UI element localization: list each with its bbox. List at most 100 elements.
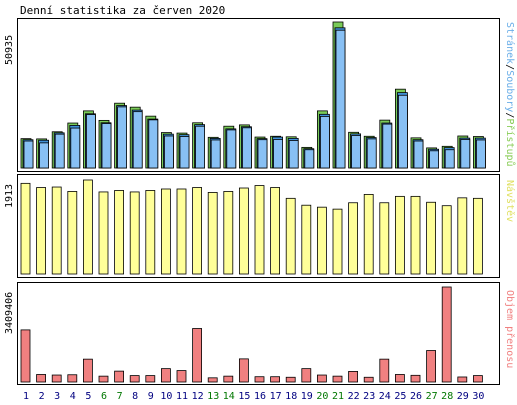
traffic-bar: [394, 374, 405, 383]
pages-bar: [54, 133, 65, 169]
pages-bar: [210, 139, 221, 169]
pages-bar: [335, 29, 346, 169]
chart-title: Denní statistika za červen 2020: [20, 4, 226, 17]
traffic-panel: [17, 282, 500, 385]
visits-bar: [114, 190, 124, 275]
pages-bar: [241, 127, 252, 169]
pages-bar: [444, 149, 455, 169]
visits-bar: [457, 197, 468, 275]
pages-bar: [319, 116, 330, 169]
visits-bar: [20, 182, 31, 275]
visits-bar: [379, 202, 390, 275]
visits-bar: [254, 185, 265, 275]
visits-bar: [238, 187, 249, 275]
visits-bar: [83, 179, 93, 275]
pages-bar: [195, 125, 206, 169]
x-tick-label: 13: [207, 391, 219, 402]
legend-traffic: Objem přenosu: [504, 290, 515, 369]
traffic-bar: [472, 375, 483, 383]
pages-bar: [23, 140, 34, 169]
pages-bar: [475, 139, 486, 169]
x-tick-label: 15: [238, 391, 250, 402]
pages-bar: [70, 127, 81, 169]
traffic-bar: [285, 376, 296, 383]
x-tick-label: 30: [472, 391, 484, 402]
traffic-bar: [114, 370, 124, 383]
visits-bar: [441, 205, 452, 275]
x-tick-label: 11: [176, 391, 188, 402]
pages-bar: [288, 140, 299, 169]
visits-bar: [426, 201, 437, 275]
pages-bar: [101, 123, 112, 169]
legend-visits: Návštěv: [504, 180, 515, 223]
x-tick-label: 23: [363, 391, 375, 402]
legend-hits: Přístupů: [504, 118, 515, 167]
x-tick-label: 5: [85, 391, 91, 402]
legend-sep-1: /: [504, 64, 515, 71]
x-tick-label: 28: [441, 391, 453, 402]
traffic-bar: [379, 358, 390, 383]
traffic-bar: [20, 329, 31, 383]
pages-bar: [39, 142, 49, 169]
x-tick-label: 3: [54, 391, 60, 402]
traffic-bar: [145, 375, 156, 383]
pages-bar: [413, 140, 424, 169]
pages-bar: [86, 114, 96, 169]
visits-bar: [176, 188, 187, 275]
traffic-bar: [36, 374, 46, 383]
visits-bar: [129, 191, 140, 275]
x-tick-label: 25: [394, 391, 406, 402]
pages-bar: [179, 136, 190, 169]
pages-bar: [460, 139, 471, 169]
pages-bar: [273, 139, 284, 169]
traffic-bar: [410, 374, 421, 383]
pages-bar: [304, 149, 315, 169]
traffic-bar: [238, 358, 249, 383]
x-tick-label: 22: [348, 391, 360, 402]
traffic-bar: [301, 368, 312, 383]
x-tick-label: 21: [332, 391, 344, 402]
pages-bar: [429, 150, 440, 169]
x-tick-label: 29: [457, 391, 469, 402]
x-tick-label: 16: [254, 391, 266, 402]
visits-bar: [472, 197, 483, 275]
pages-bar: [117, 106, 127, 169]
legend-sep-2: /: [504, 112, 515, 119]
visits-bar: [410, 195, 421, 275]
traffic-bar: [98, 375, 109, 383]
x-tick-label: 27: [426, 391, 438, 402]
traffic-bar: [441, 286, 452, 383]
visits-bar: [301, 204, 312, 275]
traffic-bar: [348, 371, 359, 383]
visits-bar: [207, 192, 218, 275]
traffic-bar: [363, 376, 374, 383]
traffic-bar: [160, 368, 171, 383]
traffic-bar: [270, 376, 281, 383]
pages-bar: [366, 138, 377, 169]
visits-bar: [192, 187, 203, 275]
x-tick-label: 20: [316, 391, 328, 402]
x-tick-label: 19: [301, 391, 313, 402]
visits-bar: [67, 191, 78, 275]
pages-bar: [382, 123, 393, 169]
traffic-legend: Objem přenosu: [502, 290, 515, 380]
traffic-bar: [207, 377, 218, 383]
x-tick-label: 12: [192, 391, 204, 402]
visits-bar: [51, 186, 62, 275]
pages-bar: [163, 135, 174, 169]
traffic-bar: [51, 374, 62, 383]
visits-bar: [145, 190, 156, 275]
visits-bar: [285, 197, 296, 275]
x-tick-label: 24: [379, 391, 391, 402]
x-tick-label: 4: [70, 391, 76, 402]
x-tick-label: 7: [117, 391, 123, 402]
pages-bar: [226, 129, 237, 169]
traffic-bar: [67, 374, 78, 383]
pages-bar: [257, 139, 268, 169]
traffic-bar: [332, 375, 343, 383]
x-tick-label: 9: [148, 391, 154, 402]
x-tick-label: 17: [270, 391, 282, 402]
visits-bar: [332, 208, 343, 275]
